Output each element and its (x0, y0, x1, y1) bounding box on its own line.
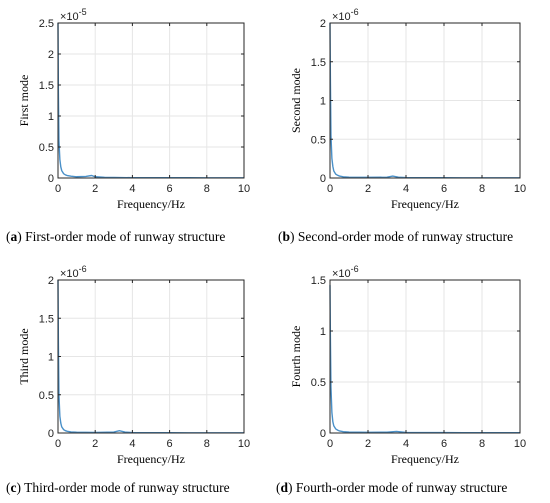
x-tick-label: 0 (55, 183, 61, 195)
x-tick-label: 2 (92, 183, 98, 195)
caption-letter: a (11, 229, 18, 244)
plot-frame (57, 22, 245, 179)
x-tick-label: 6 (441, 438, 447, 450)
y-exponent-label: ×10-6 (60, 264, 87, 280)
y-exponent-label: ×10-6 (332, 7, 359, 23)
y-tick-label: 0.5 (311, 134, 326, 146)
x-tick-label: 6 (441, 183, 447, 195)
exponent-power: -6 (79, 264, 87, 274)
x-tick-label: 2 (365, 183, 371, 195)
y-tick-label: 2.5 (39, 18, 54, 30)
caption-text: First-order mode of runway structure (25, 229, 225, 244)
x-axis-label: Frequency/Hz (117, 452, 185, 466)
x-tick-label: 6 (167, 183, 173, 195)
panel-caption: (b) Second-order mode of runway structur… (278, 229, 513, 244)
caption-letter: d (281, 480, 289, 495)
panel-caption: (c) Third-order mode of runway structure (6, 480, 230, 495)
x-tick-label: 0 (327, 183, 333, 195)
x-axis-label: Frequency/Hz (117, 197, 185, 211)
x-tick-label: 10 (238, 438, 250, 450)
x-tick-label: 4 (403, 438, 409, 450)
caption-text: Third-order mode of runway structure (24, 480, 229, 495)
caption-text: Second-order mode of runway structure (298, 229, 513, 244)
caption-text: Fourth-order mode of runway structure (296, 480, 507, 495)
x-tick-label: 10 (514, 183, 526, 195)
x-tick-label: 10 (514, 438, 526, 450)
y-tick-label: 2 (48, 49, 54, 61)
y-tick-label: 0.5 (39, 390, 54, 402)
y-tick-label: 0 (48, 428, 54, 440)
y-tick-label: 0 (48, 173, 54, 185)
x-tick-label: 2 (92, 438, 98, 450)
chart-panel-b: 0 2 4 6 8 10 0 0.5 1 1.5 2 ×10-6 Frequency/Hz Second … (278, 7, 526, 244)
x-axis-label: Frequency/Hz (391, 452, 459, 466)
x-tick-label: 6 (167, 438, 173, 450)
y-tick-label: 0 (320, 173, 326, 185)
exponent-base: ×10 (60, 268, 79, 280)
panel-caption: (a) First-order mode of runway structure (6, 229, 225, 244)
exponent-power: -6 (351, 7, 359, 17)
x-tick-label: 8 (479, 438, 485, 450)
caption-letter: c (11, 480, 17, 495)
y-tick-label: 1 (320, 326, 326, 338)
chart-panel-c: 0 2 4 6 8 10 0 0.5 1 1.5 2 ×10-6 Frequency/Hz Third m… (6, 264, 250, 495)
x-tick-label: 4 (129, 183, 135, 195)
y-exponent-label: ×10-5 (60, 7, 87, 23)
y-tick-label: 1 (48, 352, 54, 364)
y-tick-label: 1.5 (39, 313, 54, 325)
x-tick-label: 8 (204, 438, 210, 450)
x-tick-label: 10 (238, 183, 250, 195)
x-axis-label: Frequency/Hz (391, 197, 459, 211)
x-tick-label: 4 (129, 438, 135, 450)
y-axis-label: Second mode (289, 68, 303, 133)
y-tick-label: 1.5 (311, 275, 326, 287)
x-tick-label: 0 (55, 438, 61, 450)
x-tick-label: 4 (403, 183, 409, 195)
chart-panel-a: 0 2 4 6 8 10 0 0.5 1 1.5 2 2.5 ×10-5 Frequency/Hz Firs… (6, 7, 250, 244)
exponent-power: -6 (351, 264, 359, 274)
plot-area (330, 280, 520, 433)
exponent-power: -5 (79, 7, 87, 17)
y-axis-label: Third mode (17, 328, 31, 384)
y-tick-label: 2 (320, 18, 326, 30)
y-tick-label: 2 (48, 275, 54, 287)
caption-letter: b (283, 229, 291, 244)
exponent-base: ×10 (332, 268, 351, 280)
y-tick-label: 0.5 (311, 377, 326, 389)
y-tick-label: 1 (48, 111, 54, 123)
x-tick-label: 0 (327, 438, 333, 450)
plot-area (58, 23, 244, 178)
panel-caption: (d) Fourth-order mode of runway structur… (276, 480, 507, 495)
y-tick-label: 1.5 (311, 57, 326, 69)
y-tick-label: 0.5 (39, 142, 54, 154)
y-exponent-label: ×10-6 (332, 264, 359, 280)
x-tick-label: 8 (204, 183, 210, 195)
x-tick-label: 8 (479, 183, 485, 195)
plot-frame (329, 279, 521, 434)
y-axis-label: Fourth mode (289, 326, 303, 388)
chart-panel-d: 0 2 4 6 8 10 0 0.5 1 1.5 ×10-6 Frequency/Hz Fourth m… (276, 264, 526, 495)
y-tick-label: 1 (320, 96, 326, 108)
exponent-base: ×10 (332, 11, 351, 23)
y-tick-label: 1.5 (39, 80, 54, 92)
y-tick-label: 0 (320, 428, 326, 440)
y-axis-label: First mode (17, 75, 31, 127)
x-tick-label: 2 (365, 438, 371, 450)
exponent-base: ×10 (60, 11, 79, 23)
